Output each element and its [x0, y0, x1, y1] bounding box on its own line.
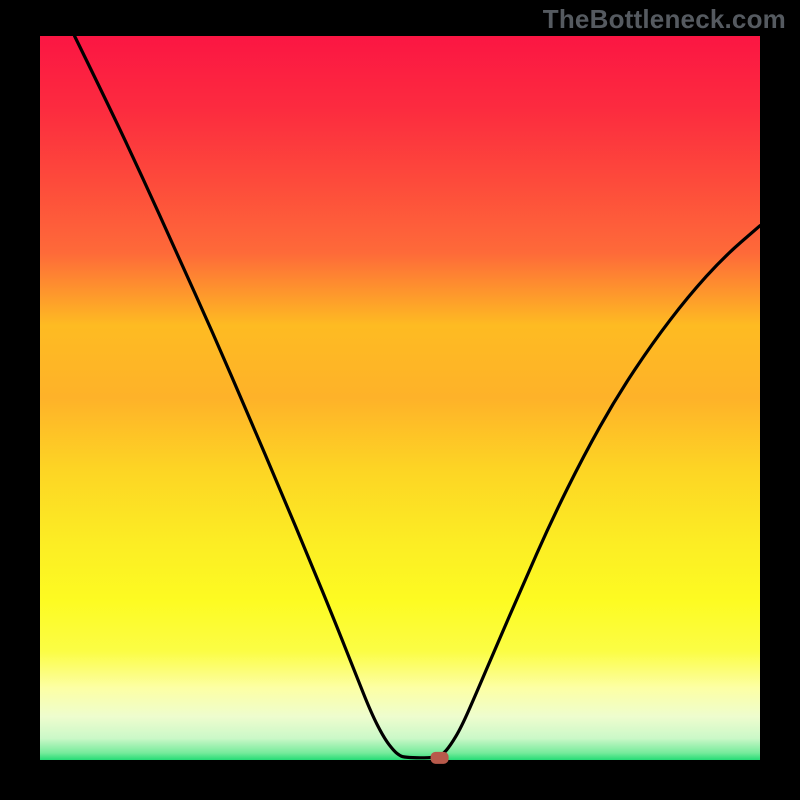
- chart-stage: TheBottleneck.com: [0, 0, 800, 800]
- gradient-background: [40, 36, 760, 760]
- bottleneck-chart-svg: [0, 0, 800, 800]
- min-marker: [431, 752, 449, 764]
- watermark-text: TheBottleneck.com: [543, 4, 786, 35]
